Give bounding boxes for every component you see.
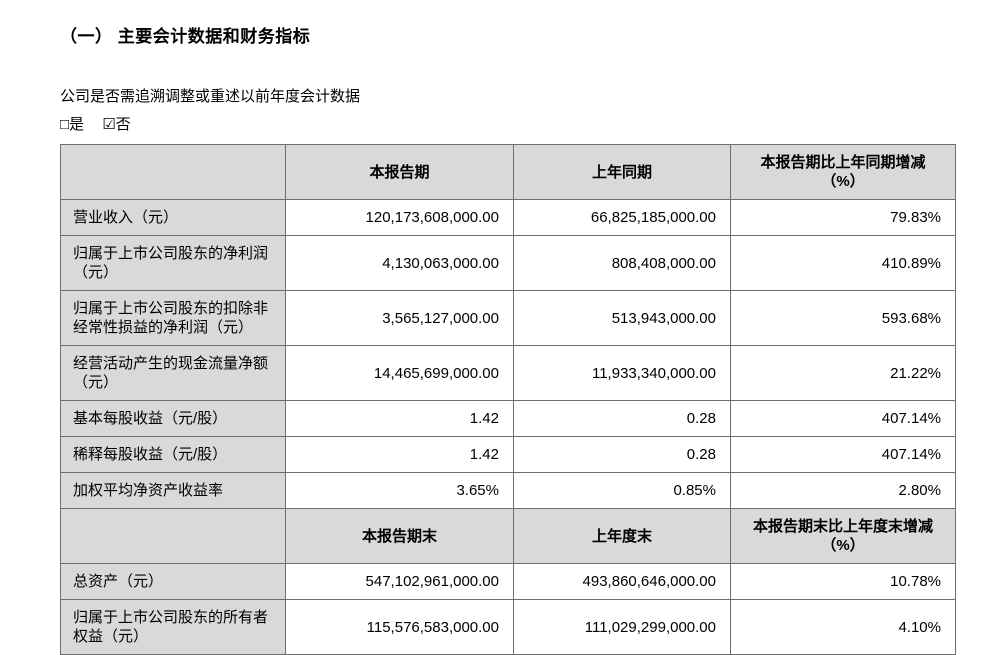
row-value-cell: 21.22% bbox=[730, 345, 956, 401]
row-value-cell: 111,029,299,000.00 bbox=[513, 599, 731, 655]
row-value-cell: 410.89% bbox=[730, 235, 956, 291]
row-label-cell: 基本每股收益（元/股） bbox=[60, 400, 286, 437]
section-title: （一） 主要会计数据和财务指标 bbox=[60, 27, 311, 46]
header-corner-cell bbox=[60, 508, 286, 564]
table-row: 稀释每股收益（元/股） 1.42 0.28 407.14% bbox=[60, 436, 956, 473]
row-value-cell: 4,130,063,000.00 bbox=[285, 235, 514, 291]
row-value-cell: 0.28 bbox=[513, 436, 731, 473]
row-value-cell: 115,576,583,000.00 bbox=[285, 599, 514, 655]
row-value-cell: 14,465,699,000.00 bbox=[285, 345, 514, 401]
row-label-cell: 归属于上市公司股东的净利润（元） bbox=[60, 235, 286, 291]
row-value-cell: 1.42 bbox=[285, 400, 514, 437]
table-row: 归属于上市公司股东的净利润（元） 4,130,063,000.00 808,408,… bbox=[60, 235, 956, 291]
financial-indicators-table: 本报告期 上年同期 本报告期比上年同期增减 （%） 营业收入（元） 120,173,60… bbox=[60, 144, 956, 655]
table-row: 总资产（元） 547,102,961,000.00 493,860,646,000.… bbox=[60, 563, 956, 600]
checkbox-line: □是 ☑否 bbox=[60, 113, 955, 134]
table-row: 营业收入（元） 120,173,608,000.00 66,825,185,000.… bbox=[60, 199, 956, 236]
restatement-question: 公司是否需追溯调整或重述以前年度会计数据 bbox=[60, 88, 361, 105]
row-value-cell: 407.14% bbox=[730, 436, 956, 473]
row-value-cell: 808,408,000.00 bbox=[513, 235, 731, 291]
header-cell: 本报告期末 bbox=[285, 508, 514, 564]
row-value-cell: 120,173,608,000.00 bbox=[285, 199, 514, 236]
financial-table-body: 本报告期 上年同期 本报告期比上年同期增减 （%） 营业收入（元） 120,173,60… bbox=[60, 144, 956, 655]
header-cell: 本报告期比上年同期增减 （%） bbox=[730, 144, 956, 200]
table-row: 加权平均净资产收益率 3.65% 0.85% 2.80% bbox=[60, 472, 956, 509]
row-value-cell: 493,860,646,000.00 bbox=[513, 563, 731, 600]
row-value-cell: 11,933,340,000.00 bbox=[513, 345, 731, 401]
checkbox-no: ☑否 bbox=[102, 116, 131, 133]
row-label-cell: 归属于上市公司股东的所有者权益（元） bbox=[60, 599, 286, 655]
row-value-cell: 0.85% bbox=[513, 472, 731, 509]
header-cell: 上年度末 bbox=[513, 508, 731, 564]
row-value-cell: 1.42 bbox=[285, 436, 514, 473]
row-value-cell: 513,943,000.00 bbox=[513, 290, 731, 346]
row-value-cell: 4.10% bbox=[730, 599, 956, 655]
row-value-cell: 10.78% bbox=[730, 563, 956, 600]
row-value-cell: 0.28 bbox=[513, 400, 731, 437]
row-value-cell: 79.83% bbox=[730, 199, 956, 236]
row-value-cell: 593.68% bbox=[730, 290, 956, 346]
row-value-cell: 3,565,127,000.00 bbox=[285, 290, 514, 346]
table-header-row: 本报告期末 上年度末 本报告期末比上年度末增减 （%） bbox=[60, 508, 956, 564]
table-row: 经营活动产生的现金流量净额（元） 14,465,699,000.00 11,933,… bbox=[60, 345, 956, 401]
row-label-cell: 归属于上市公司股东的扣除非经常性损益的净利润（元） bbox=[60, 290, 286, 346]
table-row: 基本每股收益（元/股） 1.42 0.28 407.14% bbox=[60, 400, 956, 437]
header-cell: 本报告期末比上年度末增减 （%） bbox=[730, 508, 956, 564]
checkbox-yes: □是 bbox=[60, 116, 85, 133]
row-value-cell: 547,102,961,000.00 bbox=[285, 563, 514, 600]
row-value-cell: 407.14% bbox=[730, 400, 956, 437]
row-label-cell: 稀释每股收益（元/股） bbox=[60, 436, 286, 473]
row-label-cell: 营业收入（元） bbox=[60, 199, 286, 236]
table-row: 归属于上市公司股东的所有者权益（元） 115,576,583,000.00 111,… bbox=[60, 599, 956, 655]
header-cell: 上年同期 bbox=[513, 144, 731, 200]
header-cell: 本报告期 bbox=[285, 144, 514, 200]
table-row: 归属于上市公司股东的扣除非经常性损益的净利润（元） 3,565,127,000.0… bbox=[60, 290, 956, 346]
row-value-cell: 3.65% bbox=[285, 472, 514, 509]
row-value-cell: 66,825,185,000.00 bbox=[513, 199, 731, 236]
table-header-row: 本报告期 上年同期 本报告期比上年同期增减 （%） bbox=[60, 144, 956, 200]
row-label-cell: 加权平均净资产收益率 bbox=[60, 472, 286, 509]
row-value-cell: 2.80% bbox=[730, 472, 956, 509]
header-corner-cell bbox=[60, 144, 286, 200]
row-label-cell: 经营活动产生的现金流量净额（元） bbox=[60, 345, 286, 401]
row-label-cell: 总资产（元） bbox=[60, 563, 286, 600]
